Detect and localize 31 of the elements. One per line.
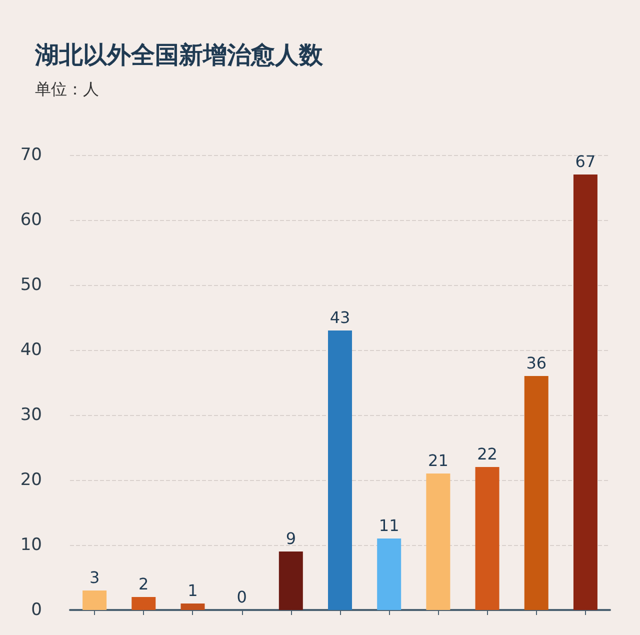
- bar: [132, 597, 156, 610]
- y-tick-label: 30: [20, 405, 42, 425]
- data-label: 9: [286, 529, 296, 548]
- data-label: 3: [89, 568, 100, 587]
- y-tick-label: 50: [20, 275, 42, 295]
- data-label: 1: [188, 581, 198, 600]
- bar: [377, 538, 402, 610]
- bar: [180, 604, 205, 610]
- data-label: 21: [428, 451, 448, 470]
- bar: [328, 330, 352, 610]
- data-label: 43: [330, 308, 350, 327]
- bar: [82, 590, 107, 610]
- data-label: 22: [477, 444, 498, 464]
- data-label: 2: [138, 574, 149, 594]
- y-tick-label: 60: [20, 210, 42, 230]
- bar: [524, 376, 548, 610]
- y-tick-label: 40: [20, 340, 42, 360]
- y-tick-label: 70: [20, 145, 42, 165]
- y-tick-label: 10: [20, 535, 42, 555]
- chart-title: 湖北以外全国新增治愈人数: [34, 41, 324, 69]
- y-tick-label: 20: [20, 470, 42, 490]
- bar: [426, 474, 450, 610]
- y-tick-label: 0: [31, 600, 42, 620]
- chart-subtitle: 单位：人: [35, 80, 99, 98]
- data-label: 11: [378, 516, 400, 535]
- data-label: 36: [526, 354, 547, 372]
- data-label: 67: [575, 152, 596, 171]
- bar: [278, 552, 303, 610]
- bar: [573, 174, 598, 610]
- data-label: 0: [236, 588, 247, 606]
- bar: [475, 467, 500, 610]
